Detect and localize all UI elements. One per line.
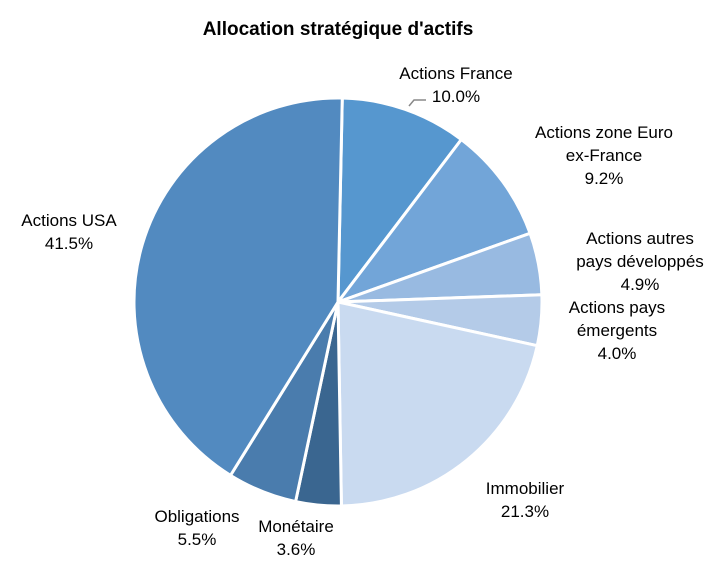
leader-line-actions-france (408, 99, 426, 107)
slice-label-6: Obligations 5.5% (154, 507, 239, 549)
slice-label-7: Actions USA 41.5% (21, 211, 117, 253)
slice-label-0: Actions France 10.0% (399, 64, 512, 106)
slice-name-label: pays développés (576, 252, 704, 271)
slice-value-label: 3.6% (277, 540, 316, 559)
slice-label-4: Immobilier 21.3% (486, 479, 565, 521)
slice-value-label: 5.5% (178, 530, 217, 549)
slice-label-1: Actions zone Euro ex-France 9.2% (535, 123, 673, 188)
slice-name-label: Actions France (399, 64, 512, 83)
slice-name-label: Actions autres (586, 229, 694, 248)
slice-value-label: 21.3% (501, 502, 549, 521)
chart-title: Allocation stratégique d'actifs (203, 19, 474, 40)
slice-value-label: 9.2% (585, 169, 624, 188)
slice-name-label: Actions pays (569, 298, 665, 317)
slice-value-label: 4.0% (598, 344, 637, 363)
slice-name-label: Actions USA (21, 211, 117, 230)
pie-slices (132, 96, 544, 508)
slice-value-label: 41.5% (45, 234, 93, 253)
pie-slice-0 (336, 96, 463, 304)
pie-slice-7 (132, 96, 344, 477)
slice-name-label: ex-France (566, 146, 643, 165)
slice-value-label: 10.0% (432, 87, 480, 106)
slice-label-3: Actions pays émergents 4.0% (569, 298, 665, 363)
pie-slice-4 (336, 300, 539, 508)
pie-slice-1 (336, 138, 532, 304)
slice-name-label: Obligations (154, 507, 239, 526)
slice-name-label: Actions zone Euro (535, 123, 673, 142)
slice-name-label: émergents (577, 321, 657, 340)
slice-name-label: Immobilier (486, 479, 565, 498)
slice-label-2: Actions autres pays développés 4.9% (576, 229, 704, 294)
slice-value-label: 4.9% (621, 275, 660, 294)
slice-labels: Actions France 10.0% Actions zone Euro ex-F… (21, 64, 704, 559)
leader-lines (408, 99, 426, 107)
slice-label-5: Monétaire 3.6% (258, 517, 334, 559)
slice-name-label: Monétaire (258, 517, 334, 536)
